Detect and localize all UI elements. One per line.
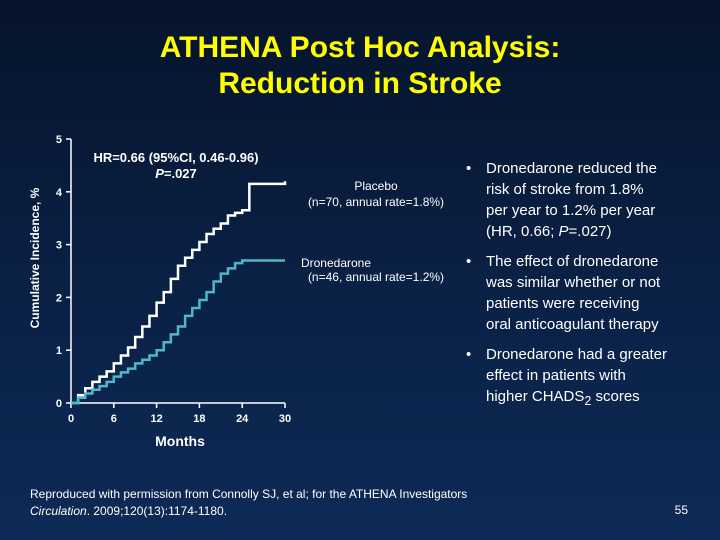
citation-line1: Reproduced with permission from Connolly… [30, 487, 468, 501]
x-axis-label: Months [155, 433, 205, 449]
dronedarone-series-line [71, 259, 285, 405]
hr-p-letter: P [155, 166, 164, 181]
bullet-line: higher CHADS2 scores [486, 386, 714, 412]
bullet-line: per year to 1.2% per year [486, 202, 656, 219]
citation-line2: Circulation. 2009;120(13):1174-1180. [30, 503, 467, 520]
key-findings: • Dronedarone reduced the risk of stroke… [458, 158, 714, 421]
slide-title-line2: Reduction in Stroke [218, 67, 502, 100]
y-tick-label: 4 [56, 187, 63, 199]
bullet-chads-subscript: 2 [584, 394, 592, 408]
y-axis-label: Cumulative Incidence, % [28, 187, 42, 328]
bullet-line: effect in patients with [486, 367, 626, 384]
bullet-hr-prefix: (HR, 0.66; [486, 223, 559, 240]
citation-details: . 2009;120(13):1174-1180. [86, 504, 228, 518]
bullet-chads: • Dronedarone had a greater effect in pa… [458, 344, 714, 412]
bullet-dot-icon: • [466, 253, 472, 270]
y-tick-label: 5 [56, 134, 62, 146]
bullet-line: (HR, 0.66; P=.027) [486, 221, 714, 242]
bullet-line: oral anticoagulant therapy [486, 316, 659, 333]
bullet-line: risk of stroke from 1.8% [486, 181, 644, 198]
placebo-stats: (n=70, annual rate=1.8%) [308, 195, 444, 209]
x-tick-label: 30 [279, 413, 291, 425]
bullet-anticoagulant: • The effect of dronedarone was similar … [458, 251, 714, 335]
y-tick-label: 3 [56, 240, 62, 252]
x-tick-label: 0 [68, 413, 74, 425]
x-tick-label: 24 [236, 413, 249, 425]
hr-p-value: =.027 [164, 166, 197, 181]
x-tick-label: 6 [111, 413, 117, 425]
placebo-series-line [71, 181, 287, 405]
page-number: 55 [674, 503, 688, 517]
x-tick-label: 12 [150, 413, 162, 425]
slide-title: ATHENA Post Hoc Analysis: Reduction in S… [0, 30, 720, 102]
citation-footer: Reproduced with permission from Connolly… [30, 486, 467, 520]
placebo-label: Placebo [354, 179, 398, 193]
bullet-stroke-reduction: • Dronedarone reduced the risk of stroke… [458, 158, 714, 242]
dronedarone-label: Dronedarone [301, 256, 371, 270]
bullet-line: Dronedarone had a greater [486, 346, 667, 363]
slide-title-line1: ATHENA Post Hoc Analysis: [159, 31, 561, 64]
bullet-line: patients were receiving [486, 295, 640, 312]
bullet-line: The effect of dronedarone [486, 253, 659, 270]
y-tick-label: 0 [56, 398, 62, 410]
y-tick-label: 1 [56, 345, 62, 357]
bullet-line: Dronedarone reduced the [486, 160, 657, 177]
bullet-hr-p: P [558, 223, 569, 240]
bullet-chads-prefix: higher CHADS [486, 388, 585, 405]
bullet-hr-value: =.027) [568, 223, 612, 240]
y-tick-label: 2 [56, 292, 62, 304]
hr-annotation-line1: HR=0.66 (95%CI, 0.46-0.96) [93, 150, 258, 165]
dronedarone-stats: (n=46, annual rate=1.2%) [308, 270, 444, 284]
bullet-chads-suffix: scores [591, 388, 640, 405]
bullet-dot-icon: • [466, 160, 472, 177]
bullet-dot-icon: • [466, 346, 472, 363]
x-tick-label: 18 [193, 413, 205, 425]
bullet-line: was similar whether or not [486, 274, 661, 291]
hr-annotation-line2: P=.027 [155, 166, 197, 181]
citation-journal: Circulation [30, 504, 87, 518]
